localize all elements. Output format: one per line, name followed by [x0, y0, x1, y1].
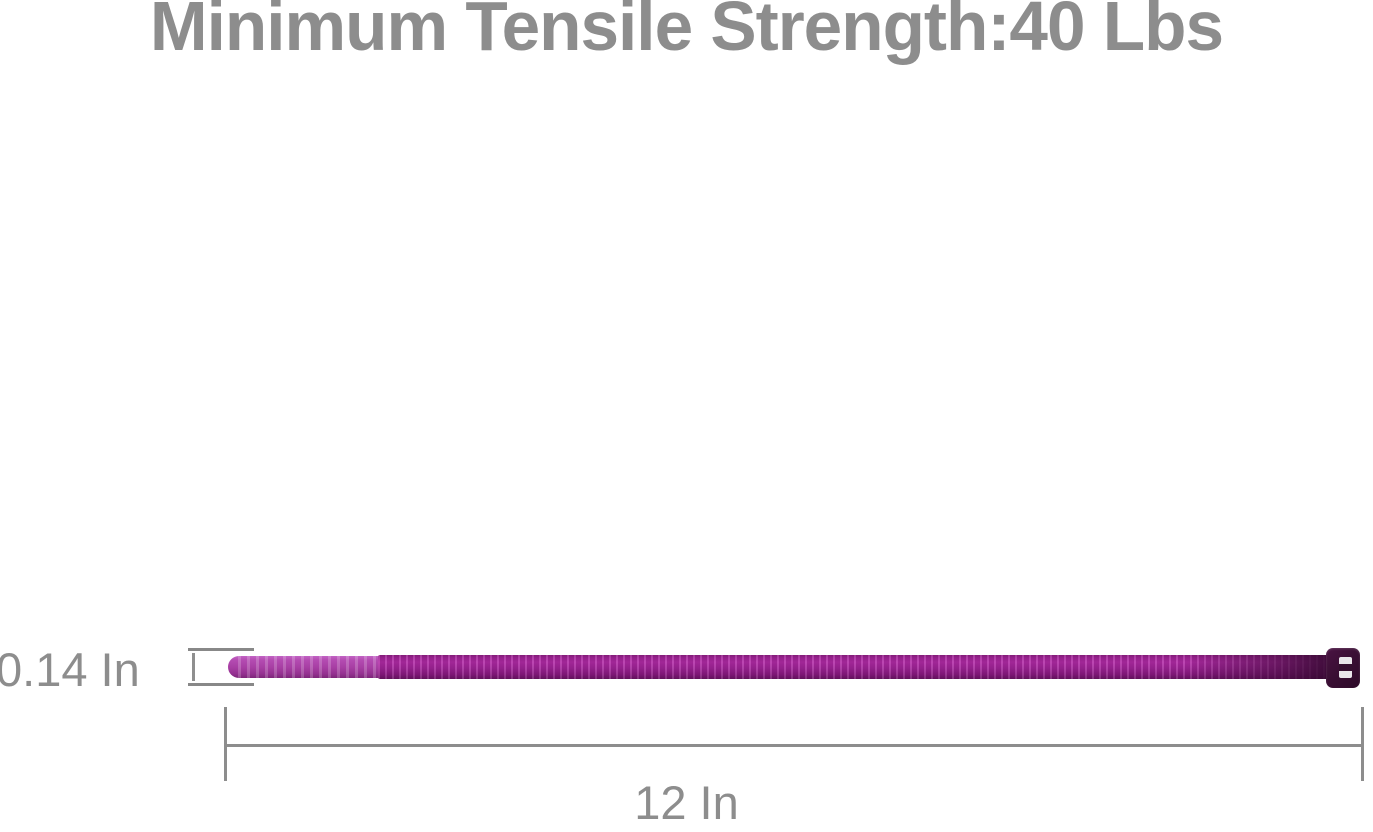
width-extension-line-top [188, 648, 254, 651]
cable-tie-head-slot [1339, 657, 1352, 678]
length-tick-left [224, 707, 227, 781]
page-title: Minimum Tensile Strength:40 Lbs [149, 0, 1224, 65]
length-dimension-line [0, 700, 1373, 832]
cable-tie-strap [378, 655, 1338, 679]
length-tick-right [1361, 707, 1364, 781]
cable-tie-illustration [228, 640, 1364, 694]
width-tick-mark [192, 653, 195, 681]
cable-tie-tail [228, 656, 400, 678]
width-extension-line-bottom [188, 683, 254, 686]
width-dimension-bracket [188, 648, 254, 686]
width-dimension-label: 0.14 In [0, 643, 140, 696]
cable-tie-head [1326, 648, 1360, 688]
length-measure-line [226, 744, 1362, 747]
length-dimension-label: 12 In [634, 776, 739, 829]
cable-tie-strap-shading [1188, 655, 1338, 679]
